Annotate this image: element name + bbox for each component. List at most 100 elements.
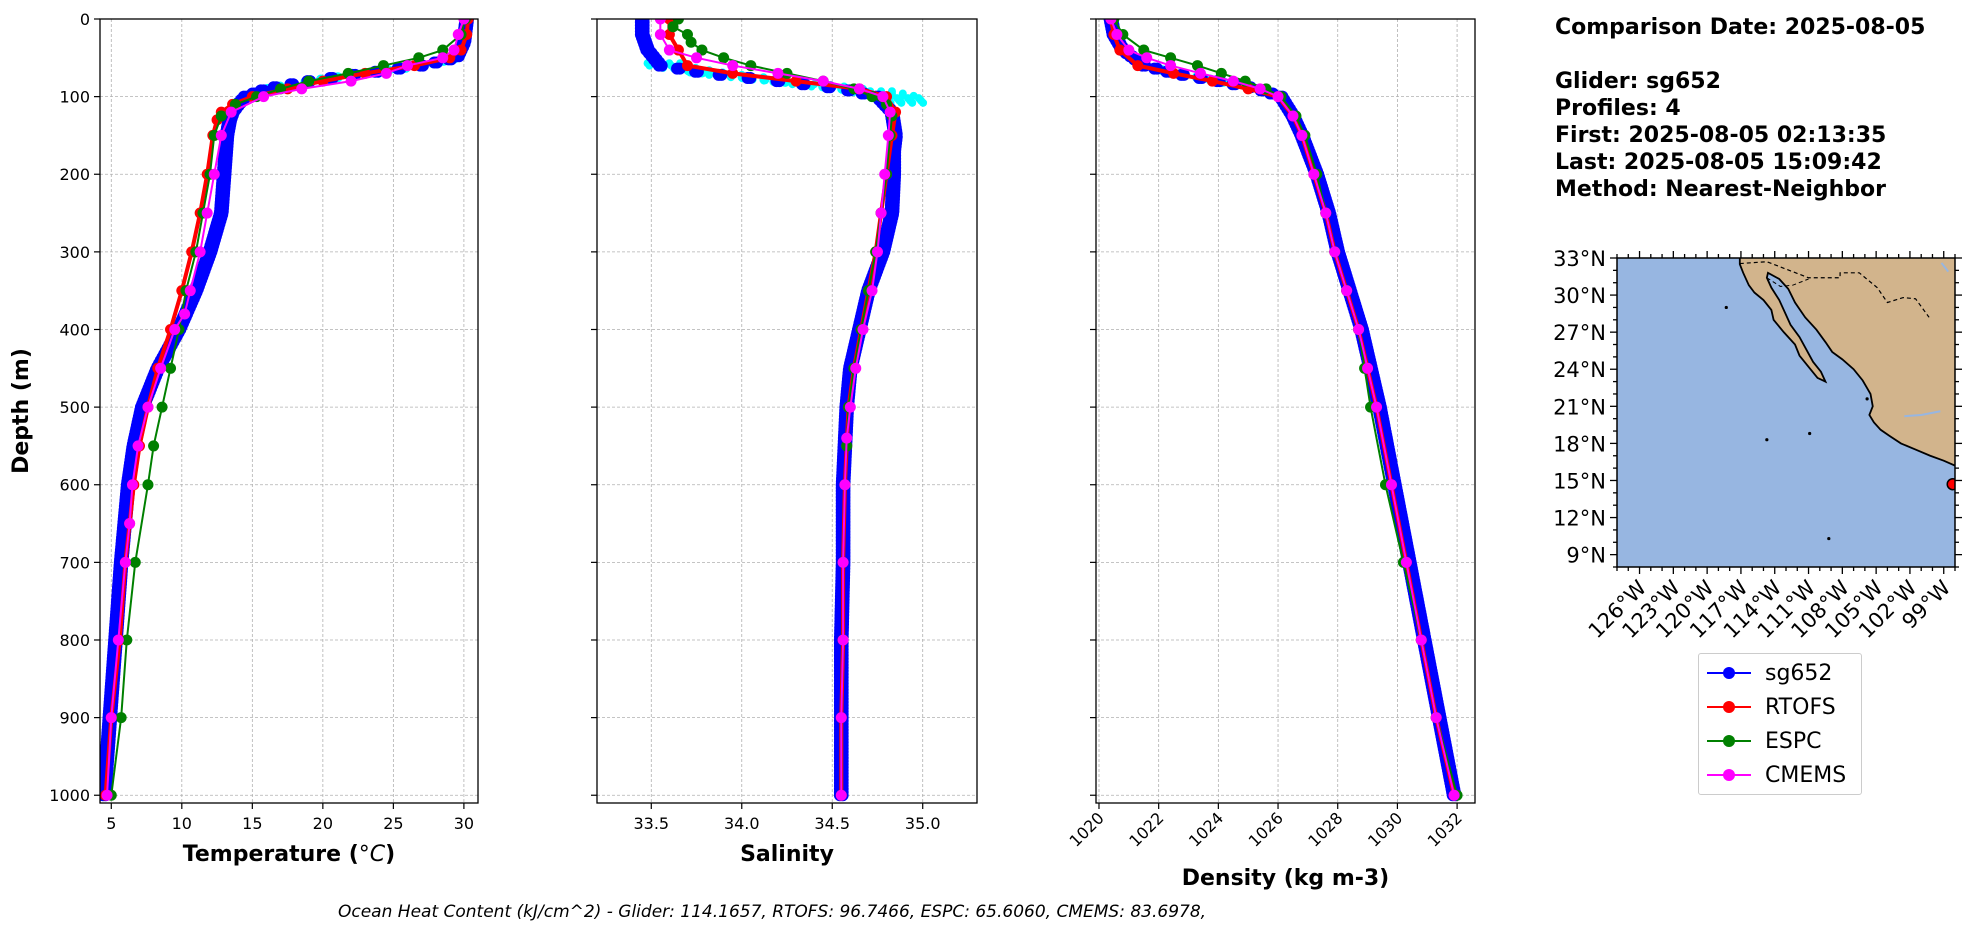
x-tick-label: 34.5 [814, 814, 850, 833]
series-point-cmems [844, 401, 856, 413]
legend-label: sg652 [1765, 660, 1833, 686]
series-point-cmems [142, 401, 154, 413]
location-map-panel: 33°N30°N27°N24°N21°N18°N15°N12°N9°N126°W… [1553, 247, 1962, 643]
series-point-cmems [772, 67, 784, 79]
series-point-cmems [225, 106, 237, 118]
legend-item-rtofs: RTOFS [1707, 692, 1836, 722]
series-line-cmems [659, 19, 892, 796]
y-tick-label: 400 [59, 320, 90, 339]
series-point-cmems [654, 29, 666, 41]
series-point-cmems [1227, 75, 1239, 87]
island [1808, 431, 1812, 436]
series-point-cmems [155, 362, 167, 374]
x-tick-label: 1026 [1245, 808, 1287, 850]
series-point-cmems [1341, 285, 1353, 297]
series-point-cmems [1194, 67, 1206, 79]
glider-position-marker [1946, 477, 1955, 491]
x-tick-label: 5 [106, 814, 116, 833]
series-point-cmems [871, 246, 883, 258]
series-point-cmems [1430, 712, 1442, 724]
series-point-cmems [215, 129, 227, 141]
series-point-cmems [1329, 246, 1341, 258]
glider-name: Glider: sg652 [1555, 69, 1721, 94]
series-point-cmems [835, 789, 847, 801]
x-tick-label: 20 [313, 814, 333, 833]
series-point-cmems [380, 67, 392, 79]
y-tick-label: 700 [59, 553, 90, 572]
x-axis-label: Density (kg m-3) [1182, 866, 1390, 891]
sg652-raw-point [919, 98, 928, 107]
series-point-cmems [1320, 207, 1332, 219]
island [1865, 397, 1869, 401]
series-point-cmems [727, 60, 739, 72]
series-point-cmems [132, 440, 144, 452]
series-point-cmems [841, 432, 853, 444]
y-tick-label: 100 [59, 88, 90, 107]
comparison-info-block: Comparison Date: 2025-08-05 Glider: sg65… [1555, 14, 1925, 203]
series-point-cmems [1400, 556, 1412, 568]
map-lat-label: 18°N [1553, 432, 1606, 456]
series-point-cmems [663, 44, 675, 56]
y-tick-label: 600 [59, 476, 90, 495]
series-point-cmems [101, 789, 113, 801]
map-lat-label: 30°N [1553, 284, 1606, 308]
series-point-cmems [1165, 60, 1177, 72]
axes-frame [596, 18, 978, 804]
series-point-espc [165, 362, 177, 374]
last-profile-time: Last: 2025-08-05 15:09:42 [1555, 150, 1882, 175]
series-point-cmems [850, 362, 862, 374]
x-tick-label: 35.0 [905, 814, 941, 833]
series-point-cmems [1371, 401, 1383, 413]
first-profile-time: First: 2025-08-05 02:13:35 [1555, 123, 1887, 148]
axes-frame [99, 18, 479, 804]
axes-frame [1095, 18, 1476, 804]
y-tick-label: 1000 [49, 786, 90, 805]
series-point-cmems [345, 75, 357, 87]
map-data [1617, 258, 1955, 567]
legend-marker [1707, 663, 1751, 683]
series-point-cmems [112, 634, 124, 646]
series-point-cmems [184, 285, 196, 297]
map-lat-label: 15°N [1553, 469, 1606, 493]
y-tick-label: 500 [59, 398, 90, 417]
series-point-cmems [835, 712, 847, 724]
country-border [1739, 261, 1930, 318]
series-point-espc [1165, 52, 1177, 64]
y-tick-label: 900 [59, 709, 90, 728]
state-border [1766, 277, 1809, 287]
x-tick-label: 34.0 [724, 814, 760, 833]
island [1765, 438, 1769, 442]
y-tick-label: 0 [80, 10, 90, 29]
legend-marker [1707, 765, 1751, 785]
temperature-profile-panel: 5 10 15 20 25 3001002003004005006007008009001… [9, 10, 479, 867]
series-point-espc [121, 634, 133, 646]
series-point-espc [142, 479, 154, 491]
sg652-raw-point [705, 70, 714, 79]
series-point-cmems [401, 60, 413, 72]
legend-item-sg652: sg652 [1707, 658, 1832, 688]
series-point-cmems [1254, 83, 1266, 95]
series-line-espc [1113, 19, 1459, 796]
x-axis-label: Salinity [740, 842, 834, 867]
x-axis-label: Temperature (°C) [183, 842, 395, 867]
map-lat-label: 21°N [1553, 395, 1606, 419]
series-point-espc [667, 21, 679, 33]
series-point-cmems [1308, 168, 1320, 180]
interpolation-method: Method: Nearest-Neighbor [1555, 177, 1886, 202]
island [1724, 305, 1728, 310]
series-point-espc [215, 110, 227, 122]
series-point-cmems [691, 52, 703, 64]
series-point-cmems [437, 52, 449, 64]
legend-label: ESPC [1765, 728, 1822, 754]
series-point-espc [1215, 67, 1227, 79]
series-point-cmems [1362, 362, 1374, 374]
series-point-cmems [875, 207, 887, 219]
series-point-rtofs [1132, 60, 1144, 72]
ohc-text: Ocean Heat Content (kJ/cm^2) - Glider: 1… [338, 902, 1207, 922]
series-point-cmems [1272, 91, 1284, 103]
map-lat-label: 27°N [1553, 321, 1606, 345]
legend-label: RTOFS [1765, 694, 1836, 720]
x-tick-label: 33.5 [633, 814, 669, 833]
series-point-cmems [837, 556, 849, 568]
legend-label: CMEMS [1765, 762, 1847, 788]
